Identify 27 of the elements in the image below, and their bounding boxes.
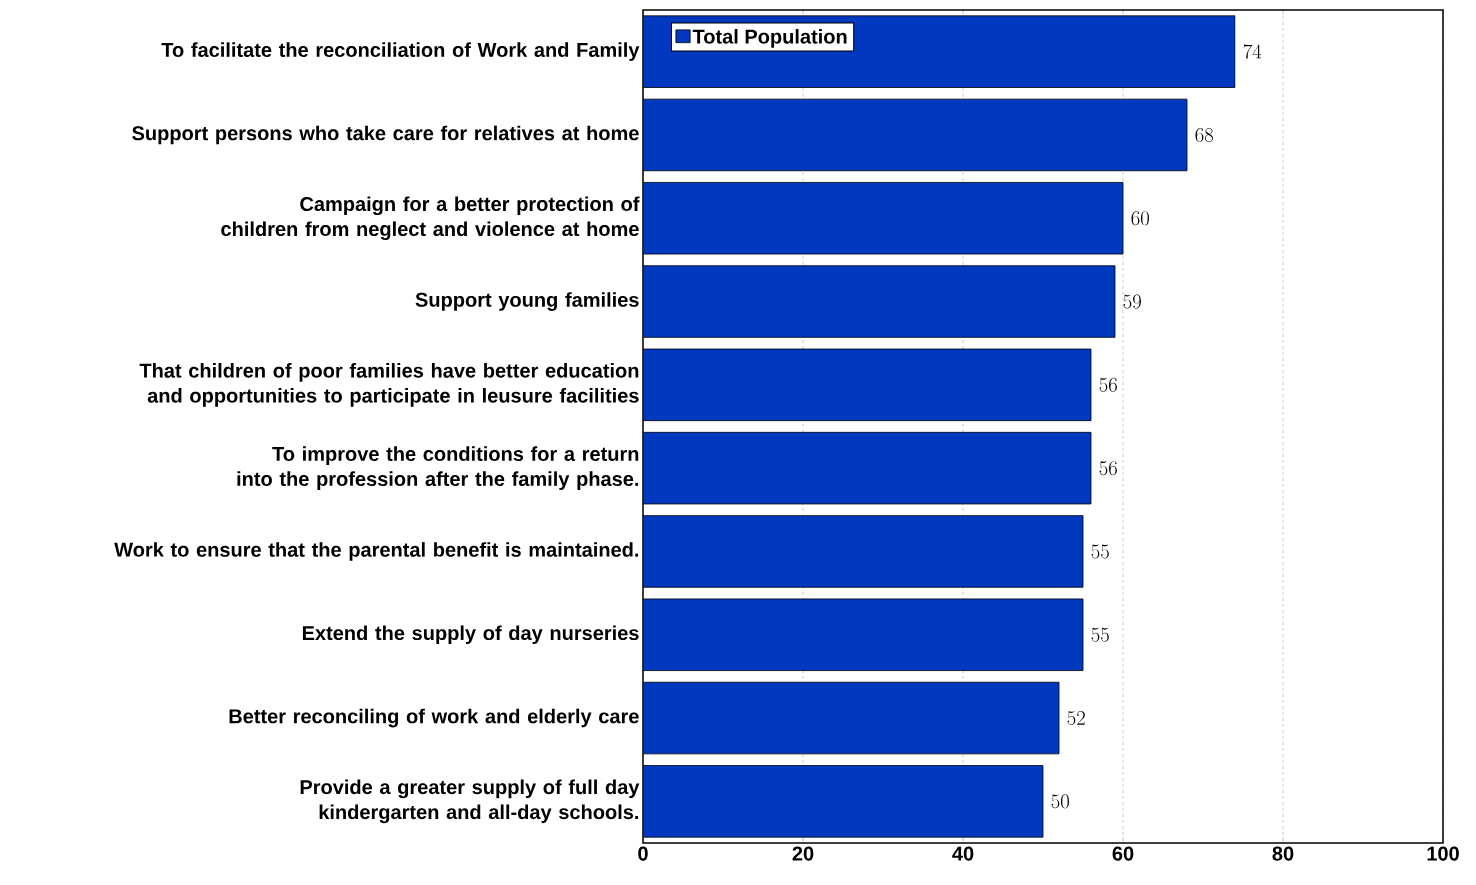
y-tick-label: To facilitate the reconciliation of Work and Family (161, 42, 640, 61)
data-label: 56 (1099, 461, 1117, 476)
data-label: 52 (1067, 711, 1085, 726)
data-label: 55 (1091, 544, 1109, 559)
y-tick-label: Support young families (415, 292, 639, 311)
y-tick-label: Extend the supply of day nurseries (302, 625, 639, 645)
x-tick-label: 0 (638, 846, 648, 861)
x-tick-label: 80 (1272, 846, 1294, 861)
data-label: 60 (1131, 211, 1149, 226)
y-tick-label: Campaign for a better protection of children from neglect and violence at home (221, 196, 640, 241)
data-label: 74 (1243, 44, 1262, 59)
y-tick-label: Work to ensure that the parental benefit is maintained. (114, 542, 639, 561)
data-label: 56 (1099, 377, 1117, 392)
x-tick-label: 40 (952, 846, 974, 861)
legend-label: Total Population (692, 29, 847, 48)
y-tick-label: To improve the conditions for a return into the profession after the family phase. (237, 446, 639, 490)
x-tick-label: 60 (1112, 846, 1134, 861)
data-label: 50 (1051, 794, 1069, 809)
y-tick-label: Support persons who take care for relatives at home (132, 125, 639, 145)
x-tick-label: 20 (792, 846, 814, 861)
x-tick-label: 100 (1427, 846, 1459, 861)
data-label: 59 (1123, 294, 1141, 309)
data-label: 68 (1195, 127, 1214, 142)
y-tick-label: Provide a greater supply of full day kindergarten and all-day schools. (300, 779, 640, 824)
y-tick-label: Better reconciling of work and elderly care (229, 708, 639, 728)
y-tick-label: That children of poor families have better education and opportunities to participate in leusure facilities (139, 363, 639, 407)
data-label: 55 (1091, 627, 1109, 642)
